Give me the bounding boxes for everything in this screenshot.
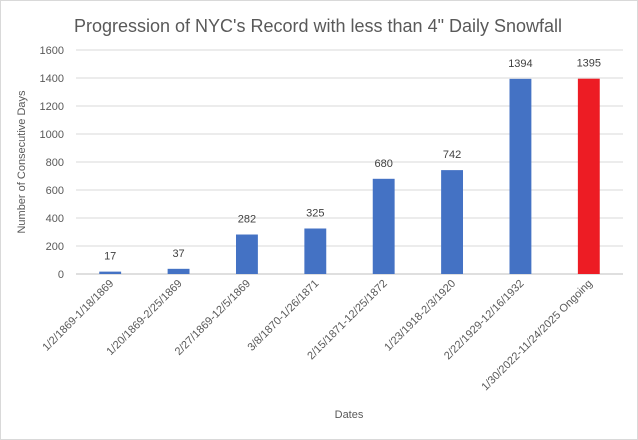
data-label: 1394: [508, 58, 532, 70]
x-axis-label: Dates: [335, 409, 364, 421]
bar: [99, 271, 122, 274]
y-tick-label: 1600: [40, 45, 64, 57]
bar: [577, 78, 600, 274]
y-axis-label: Number of Consecutive Days: [16, 90, 28, 234]
y-tick-label: 200: [46, 241, 64, 253]
bar: [372, 178, 395, 274]
y-tick-label: 1400: [40, 73, 64, 85]
y-tick-label: 600: [46, 185, 64, 197]
bars: [99, 78, 600, 274]
bar: [235, 234, 258, 274]
data-label: 17: [104, 251, 116, 263]
x-tick-label: 2/27/1869-12/5/1869: [173, 278, 253, 358]
x-tick-label: 1/20/1869-2/25/1869: [104, 278, 184, 358]
x-tick-label: 2/15/1871-12/25/1872: [305, 278, 390, 363]
data-label: 680: [375, 158, 393, 170]
y-tick-label: 400: [46, 213, 64, 225]
data-label: 325: [306, 208, 324, 220]
data-label: 1395: [577, 58, 601, 70]
chart-title: Progression of NYC's Record with less th…: [74, 16, 562, 36]
y-tick-label: 0: [58, 269, 64, 281]
data-labels: 17 37 282 325 680 742 1394 1395: [104, 58, 601, 263]
bar: [509, 78, 532, 274]
x-tick-label: 1/2/1869-1/18/1869: [40, 278, 116, 354]
data-label: 742: [443, 149, 461, 161]
data-label: 37: [172, 248, 184, 260]
x-axis-ticks: 1/2/1869-1/18/18691/20/1869-2/25/18692/2…: [40, 278, 595, 394]
x-tick-label: 3/8/1870-1/26/1871: [245, 278, 321, 354]
gridlines: [76, 49, 623, 275]
bar: [304, 228, 327, 274]
y-tick-label: 1000: [40, 129, 64, 141]
x-tick-label: 1/23/1918-2/3/1920: [382, 278, 458, 354]
x-tick-label: 1/30/2022-11/24/2025 Ongoing: [479, 278, 595, 394]
y-axis-ticks: 0 200 400 600 800 1000 1200 1400 1600: [40, 45, 64, 281]
y-tick-label: 1200: [40, 101, 64, 113]
data-label: 282: [238, 214, 256, 226]
bar: [441, 170, 464, 274]
bar: [167, 268, 190, 274]
y-tick-label: 800: [46, 157, 64, 169]
